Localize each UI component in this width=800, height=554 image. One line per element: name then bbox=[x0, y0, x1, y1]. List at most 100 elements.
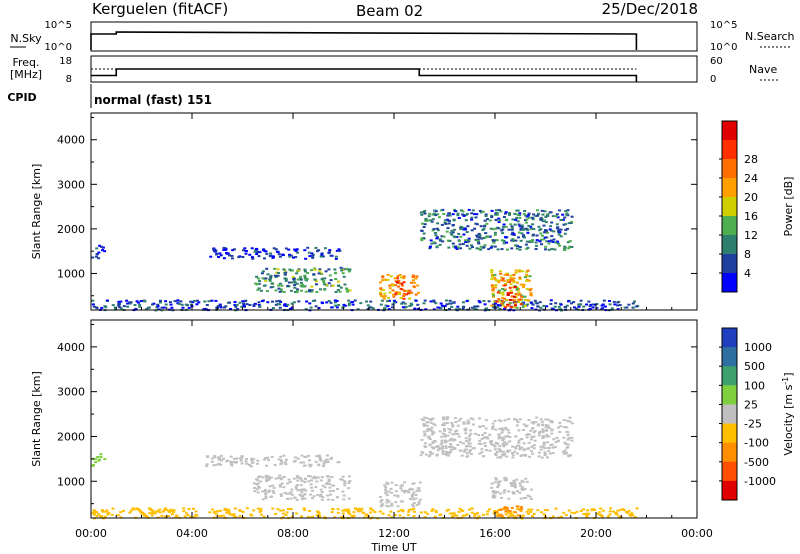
data-cell bbox=[547, 435, 551, 438]
data-cell bbox=[403, 290, 407, 292]
data-cell bbox=[527, 508, 531, 511]
data-cell bbox=[531, 303, 535, 306]
data-cell bbox=[529, 510, 533, 513]
data-cell bbox=[305, 300, 309, 303]
data-cell bbox=[291, 276, 295, 279]
data-cell bbox=[304, 478, 307, 481]
x-tick-label: 08:00 bbox=[277, 527, 309, 540]
data-cell bbox=[423, 434, 427, 437]
data-cell bbox=[430, 242, 434, 245]
data-cell bbox=[292, 256, 295, 259]
data-cell bbox=[483, 225, 487, 228]
data-cell bbox=[432, 299, 436, 302]
data-cell bbox=[541, 428, 545, 431]
data-cell bbox=[187, 508, 191, 510]
data-cell bbox=[494, 279, 498, 282]
data-cell bbox=[524, 299, 528, 301]
data-cell bbox=[214, 299, 218, 302]
data-cell bbox=[503, 419, 507, 422]
data-cell bbox=[456, 214, 460, 217]
data-cell bbox=[391, 289, 395, 292]
data-cell bbox=[279, 460, 283, 463]
data-cell bbox=[95, 511, 99, 514]
data-cell bbox=[387, 490, 391, 493]
data-cell bbox=[299, 461, 303, 464]
data-cell bbox=[495, 511, 499, 513]
data-cell bbox=[319, 458, 322, 461]
data-cell bbox=[158, 511, 162, 514]
data-cell bbox=[468, 437, 472, 440]
data-cell bbox=[500, 302, 504, 305]
data-cell bbox=[529, 438, 533, 441]
data-cell bbox=[293, 496, 297, 499]
data-cell bbox=[91, 464, 95, 467]
data-cell bbox=[369, 300, 373, 303]
data-cell bbox=[427, 455, 431, 458]
data-cell bbox=[294, 485, 298, 488]
data-cell bbox=[448, 239, 452, 242]
data-cell bbox=[295, 484, 299, 487]
data-cell bbox=[428, 438, 432, 440]
data-cell bbox=[491, 292, 495, 295]
data-cell bbox=[210, 299, 214, 302]
data-cell bbox=[292, 277, 296, 280]
data-cell bbox=[493, 481, 497, 484]
data-cell bbox=[521, 270, 524, 273]
data-cell bbox=[518, 446, 522, 449]
data-cell bbox=[540, 445, 544, 448]
data-cell bbox=[497, 209, 501, 212]
data-cell bbox=[300, 289, 303, 292]
data-cell bbox=[512, 492, 516, 495]
data-cell bbox=[319, 459, 323, 462]
data-cell bbox=[506, 509, 510, 512]
data-cell bbox=[474, 216, 478, 219]
data-cell bbox=[525, 288, 529, 290]
data-cell bbox=[159, 299, 162, 302]
data-cell bbox=[233, 303, 237, 306]
data-cell bbox=[156, 303, 160, 306]
data-cell bbox=[280, 284, 284, 287]
data-cell bbox=[211, 508, 215, 511]
data-cell bbox=[300, 454, 304, 457]
data-cell bbox=[408, 488, 412, 491]
data-cell bbox=[306, 246, 310, 249]
data-cell bbox=[425, 421, 429, 424]
data-cell bbox=[232, 457, 236, 460]
data-cell bbox=[489, 246, 493, 249]
data-cell bbox=[382, 295, 386, 298]
data-cell bbox=[546, 213, 550, 216]
data-cell bbox=[429, 419, 433, 422]
data-cell bbox=[466, 419, 470, 422]
data-cell bbox=[320, 252, 324, 255]
data-cell bbox=[478, 426, 482, 428]
data-cell bbox=[442, 422, 446, 425]
data-cell bbox=[510, 225, 514, 228]
data-cell bbox=[501, 429, 505, 432]
data-cell bbox=[424, 453, 428, 456]
data-cell bbox=[294, 487, 298, 490]
data-cell bbox=[423, 511, 427, 514]
data-cell bbox=[448, 219, 451, 222]
data-cell bbox=[457, 217, 461, 219]
colorbar-segment bbox=[722, 140, 737, 160]
data-cell bbox=[321, 496, 325, 499]
data-cell bbox=[464, 427, 468, 430]
data-cell bbox=[464, 214, 468, 217]
data-cell bbox=[425, 417, 429, 420]
data-cell bbox=[432, 212, 436, 215]
data-cell bbox=[520, 295, 524, 298]
data-cell bbox=[232, 513, 236, 516]
data-cell bbox=[322, 465, 325, 468]
data-cell bbox=[274, 477, 278, 480]
data-cell bbox=[278, 485, 282, 488]
data-cell bbox=[595, 303, 599, 305]
data-cell bbox=[423, 445, 427, 448]
data-cell bbox=[524, 424, 528, 427]
data-cell bbox=[284, 305, 288, 307]
data-cell bbox=[470, 244, 473, 247]
data-cell bbox=[418, 498, 422, 501]
data-cell bbox=[534, 241, 538, 244]
data-cell bbox=[467, 421, 471, 424]
plot-background bbox=[91, 113, 697, 310]
data-cell bbox=[422, 424, 426, 427]
